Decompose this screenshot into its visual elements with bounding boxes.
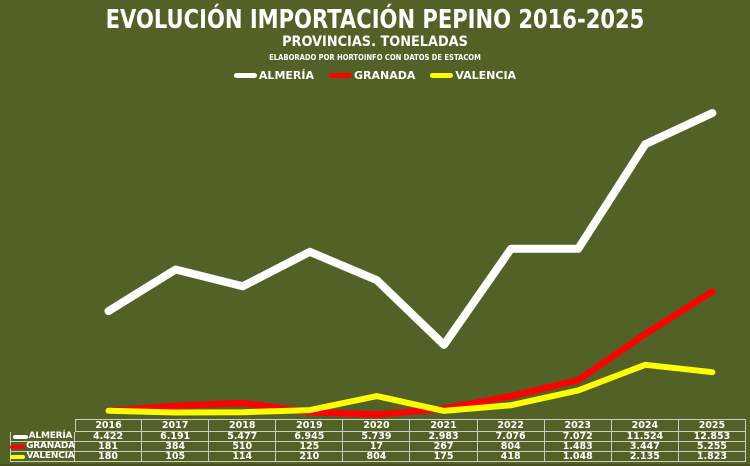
- table-cell-almeria-2021: 2.983: [410, 432, 478, 442]
- table-cell-valencia-2022: 418: [477, 452, 545, 462]
- table-cell-almeria-2017: 6.191: [142, 432, 210, 442]
- legend-item-valencia: VALENCIA: [430, 69, 516, 82]
- legend-swatch-valencia-icon: [430, 73, 454, 78]
- table-cell-granada-2016: 181: [75, 442, 143, 452]
- row-swatch-almeria-icon: [12, 434, 28, 439]
- year-header-2024: 2024: [611, 419, 679, 432]
- table-cell-granada-2020: 17: [343, 442, 411, 452]
- data-table: 2016 2017 2018 2019 2020 2021 2022 2023 2024 2025…: [10, 419, 746, 462]
- table-cell-valencia-2025: 1.823: [678, 452, 746, 462]
- table-cell-almeria-2019: 6.945: [276, 432, 344, 442]
- table-cell-granada-2018: 510: [209, 442, 277, 452]
- row-label-valencia: VALENCIA: [10, 452, 75, 462]
- table-cell-almeria-2016: 4.422: [75, 432, 143, 442]
- series-line-valencia: [105, 361, 716, 416]
- table-cell-granada-2021: 267: [410, 442, 478, 452]
- table-cell-almeria-2018: 5.477: [209, 432, 277, 442]
- table-cell-almeria-2022: 7.076: [477, 432, 545, 442]
- table-cell-almeria-2023: 7.072: [544, 432, 612, 442]
- year-header-2017: 2017: [142, 419, 210, 432]
- legend-swatch-granada-icon: [328, 73, 352, 78]
- row-label-granada: GRANADA: [10, 442, 75, 452]
- table-cell-valencia-2016: 180: [75, 452, 143, 462]
- row-label-text-almeria: ALMERÍA: [28, 431, 73, 441]
- table-cell-granada-2019: 125: [276, 442, 344, 452]
- year-header-2018: 2018: [209, 419, 277, 432]
- year-header-2023: 2023: [544, 419, 612, 432]
- year-header-2025: 2025: [678, 419, 746, 432]
- table-cell-granada-2017: 384: [142, 442, 210, 452]
- legend-label-granada: GRANADA: [353, 69, 416, 82]
- year-header-2019: 2019: [276, 419, 344, 432]
- legend-item-almeria: ALMERÍA: [233, 69, 314, 82]
- table-cell-valencia-2019: 210: [276, 452, 344, 462]
- legend-label-valencia: VALENCIA: [455, 69, 517, 82]
- table-cell-almeria-2024: 11.524: [611, 432, 679, 442]
- page-title: EVOLUCIÓN IMPORTACIÓN PEPINO 2016-2025: [105, 5, 645, 35]
- table-cell-almeria-2020: 5.739: [343, 432, 411, 442]
- table-cell-granada-2023: 1.483: [544, 442, 612, 452]
- table-cell-almeria-2025: 12.853: [678, 432, 746, 442]
- table-cell-granada-2022: 804: [477, 442, 545, 452]
- legend-label-almeria: ALMERÍA: [258, 69, 314, 82]
- chart-subtitle: PROVINCIAS. TONELADAS: [282, 34, 468, 50]
- year-header-2020: 2020: [343, 419, 411, 432]
- table-cell-valencia-2018: 114: [209, 452, 277, 462]
- chart-header: EVOLUCIÓN IMPORTACIÓN PEPINO 2016-2025 P…: [0, 0, 750, 83]
- table-cell-valencia-2020: 804: [343, 452, 411, 462]
- row-swatch-granada-icon: [10, 444, 26, 449]
- row-label-almeria: ALMERÍA: [10, 432, 75, 442]
- table-cell-granada-2025: 5.255: [678, 442, 746, 452]
- chart-source-note: ELABORADO POR HORTOINFO CON DATOS DE EST…: [269, 53, 481, 62]
- row-label-text-granada: GRANADA: [26, 441, 75, 451]
- year-header-2021: 2021: [410, 419, 478, 432]
- table-cell-valencia-2017: 105: [142, 452, 210, 462]
- legend-item-granada: GRANADA: [328, 69, 416, 82]
- year-header-2022: 2022: [477, 419, 545, 432]
- table-cell-valencia-2023: 1.048: [544, 452, 612, 462]
- legend-swatch-almeria-icon: [233, 73, 257, 78]
- row-label-text-valencia: VALENCIA: [26, 451, 75, 461]
- bottom-edge-divider: [0, 464, 750, 466]
- row-swatch-valencia-icon: [10, 454, 26, 459]
- chart-legend: ALMERÍA GRANADA VALENCIA: [0, 69, 750, 82]
- year-header-2016: 2016: [75, 419, 143, 432]
- series-line-granada: [105, 288, 716, 418]
- table-cell-valencia-2024: 2.135: [611, 452, 679, 462]
- table-cell-valencia-2021: 175: [410, 452, 478, 462]
- series-line-almeria: [104, 109, 717, 349]
- table-cell-granada-2024: 3.447: [611, 442, 679, 452]
